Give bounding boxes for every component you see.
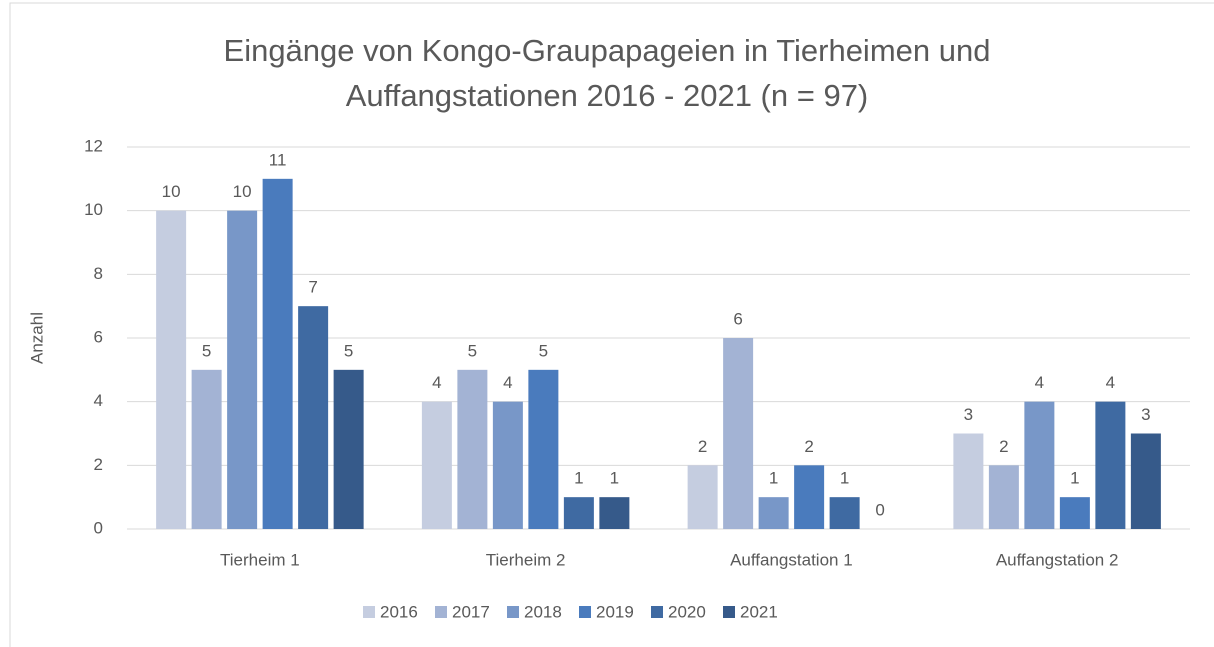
chart-title: Eingänge von Kongo-Graupapageien in Tier…: [223, 33, 991, 113]
legend-label: 2019: [596, 602, 634, 621]
data-label: 5: [202, 341, 211, 360]
y-axis-label: Anzahl: [27, 312, 46, 364]
data-label: 2: [698, 437, 707, 456]
data-label: 4: [503, 373, 512, 392]
data-label: 1: [1070, 469, 1079, 488]
bar: [988, 465, 1019, 529]
y-tick-label: 4: [94, 391, 103, 410]
data-label: 5: [344, 341, 353, 360]
y-tick-label: 6: [94, 327, 103, 346]
data-label: 4: [432, 373, 441, 392]
bar: [227, 210, 258, 529]
data-label: 7: [308, 278, 317, 297]
bar: [421, 401, 452, 529]
bar: [1024, 401, 1055, 529]
bar: [1095, 401, 1126, 529]
data-label: 1: [840, 469, 849, 488]
data-label: 0: [875, 500, 884, 519]
legend-swatch: [435, 606, 447, 618]
bar: [1059, 497, 1090, 529]
legend-label: 2021: [740, 602, 778, 621]
data-label: 5: [468, 341, 477, 360]
bar: [262, 178, 293, 530]
bar: [563, 497, 594, 529]
bar: [156, 210, 187, 529]
bar: [492, 401, 523, 529]
frame: [9, 2, 1214, 647]
bar: [298, 306, 329, 529]
bar: [599, 497, 630, 529]
bar: [758, 497, 789, 529]
data-label: 1: [574, 469, 583, 488]
x-tick-label: Tierheim 1: [220, 550, 300, 569]
legend-label: 2017: [452, 602, 490, 621]
x-tick-label: Tierheim 2: [486, 550, 566, 569]
data-label: 4: [1106, 373, 1115, 392]
data-label: 11: [269, 150, 287, 169]
legend-swatch: [651, 606, 663, 618]
legend-swatch: [579, 606, 591, 618]
data-label: 1: [769, 469, 778, 488]
y-tick-label: 2: [94, 455, 103, 474]
data-label: 3: [964, 405, 973, 424]
bar: [794, 465, 825, 529]
bar: [723, 338, 754, 529]
x-tick-label: Auffangstation 2: [996, 550, 1119, 569]
data-label: 10: [233, 182, 252, 201]
legend-label: 2020: [668, 602, 706, 621]
y-tick-label: 10: [84, 200, 103, 219]
bar: [829, 497, 860, 529]
legend-swatch: [363, 606, 375, 618]
data-label: 1: [610, 469, 619, 488]
data-label: 3: [1141, 405, 1150, 424]
x-tick-label: Auffangstation 1: [730, 550, 853, 569]
legend-swatch: [723, 606, 735, 618]
y-tick-label: 0: [94, 518, 103, 537]
bar: [687, 465, 718, 529]
bar: [333, 369, 364, 529]
legend-label: 2016: [380, 602, 418, 621]
bar: [1130, 433, 1161, 529]
data-label: 10: [162, 182, 181, 201]
legend-swatch: [507, 606, 519, 618]
y-tick-label: 8: [94, 264, 103, 283]
bar: [457, 369, 488, 529]
bar: [953, 433, 984, 529]
data-label: 4: [1035, 373, 1044, 392]
legend-label: 2018: [524, 602, 562, 621]
data-label: 2: [804, 437, 813, 456]
y-tick-label: 12: [84, 136, 103, 155]
data-label: 2: [999, 437, 1008, 456]
bar: [528, 369, 559, 529]
bar: [191, 369, 222, 529]
data-label: 5: [539, 341, 548, 360]
data-label: 6: [733, 309, 742, 328]
